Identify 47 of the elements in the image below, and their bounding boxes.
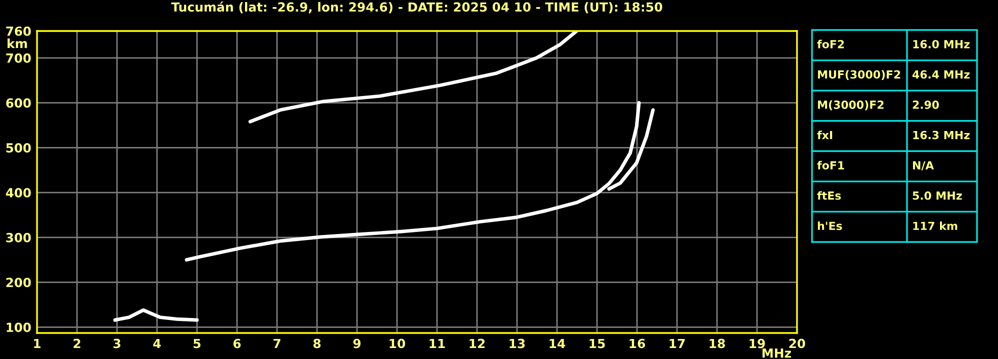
text: N/A [913,161,934,170]
text: M(3000)F2 [818,100,884,110]
x-tick-label: 12 [470,338,485,348]
text: 2.90 [912,100,939,109]
text: 46.4 MHz [912,70,970,79]
text: MUF(3000)F2 [818,70,900,80]
text: 117 km [913,221,958,230]
x-tick-label: 18 [710,338,725,348]
x-tick-label: 5 [194,338,200,348]
line-series [113,308,199,322]
text: foF2 [817,40,844,48]
x-tick-label: 20 [789,338,806,348]
x-tick-label: 15 [590,338,605,348]
y-tick-label: 500 [6,143,31,153]
text: ftEs [817,191,841,200]
x-axis-title: MHz [762,348,791,358]
x-tick-label: 2 [74,338,80,348]
text: foF1 [817,160,844,170]
x-tick-label: 1 [34,338,40,348]
x-tick-label: 4 [153,338,161,348]
chart-title: Tucumán (lat: -26.9, lon: 294.6) - DATE: 2025 04 10 - TIME (UT): 18:50 [171,2,662,14]
text: 16.0 MHz [913,40,970,48]
x-tick-label: 17 [670,338,685,348]
x-tick-label: 9 [353,338,361,348]
x-tick-label: 6 [233,338,241,348]
x-tick-label: 13 [510,338,525,348]
y-tick-label: 100 [6,322,31,332]
x-tick-label: 7 [273,338,280,348]
y-axis-title: km [8,38,27,48]
y-tick-label: 200 [6,278,31,288]
text: h'Es [818,221,842,230]
x-tick-label: 16 [630,338,646,348]
x-tick-label: 11 [430,338,445,348]
x-tick-label: 14 [550,338,566,348]
x-tick-label: 19 [750,338,765,348]
line-series [248,31,578,124]
text: 5.0 MHz [912,191,962,200]
y-tick-label: 400 [6,188,31,198]
y-tick-label: 600 [6,98,31,108]
y-tick-label: 760 [6,26,31,36]
x-tick-label: 3 [113,338,120,348]
x-tick-label: 8 [313,338,321,348]
x-tick-label: 10 [390,338,406,348]
y-tick-label: 700 [6,53,31,63]
text: 16.3 MHz [913,130,970,140]
text: fxI [817,130,832,140]
y-tick-label: 300 [6,232,31,242]
